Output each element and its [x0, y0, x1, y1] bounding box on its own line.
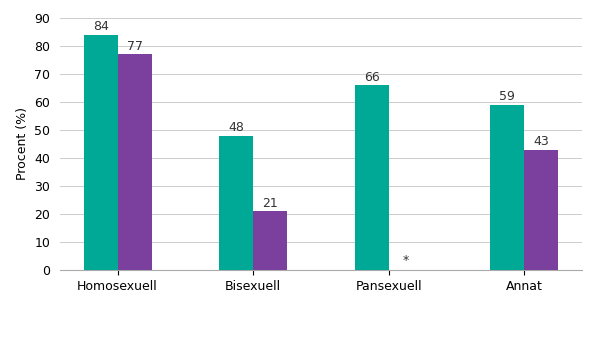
- Text: 66: 66: [364, 71, 380, 84]
- Bar: [490, 105, 524, 270]
- Bar: [118, 54, 152, 270]
- Bar: [84, 35, 118, 270]
- Text: 21: 21: [262, 197, 278, 210]
- Text: *: *: [403, 254, 409, 267]
- Bar: [220, 136, 253, 270]
- Bar: [355, 85, 389, 270]
- Text: 77: 77: [127, 40, 143, 53]
- Y-axis label: Procent (%): Procent (%): [16, 108, 29, 180]
- Bar: [253, 211, 287, 270]
- Text: 59: 59: [499, 90, 515, 103]
- Text: 48: 48: [229, 121, 244, 134]
- Bar: [524, 150, 558, 270]
- Text: 43: 43: [533, 135, 549, 148]
- Text: 84: 84: [93, 21, 109, 33]
